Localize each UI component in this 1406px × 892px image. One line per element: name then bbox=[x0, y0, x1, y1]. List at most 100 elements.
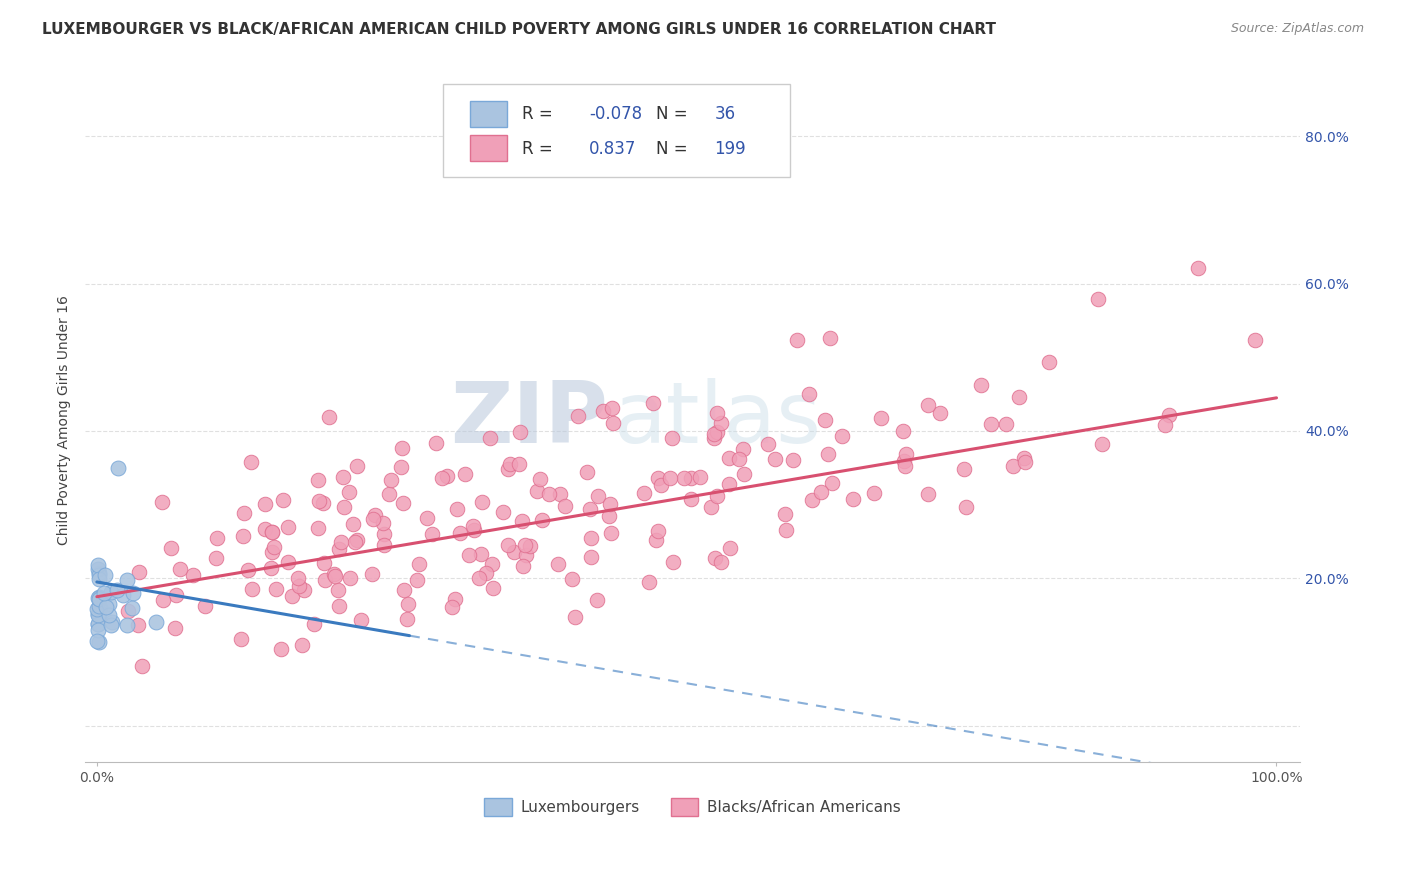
Point bbox=[373, 538, 395, 552]
Point bbox=[599, 497, 621, 511]
Point bbox=[232, 528, 254, 542]
Point bbox=[107, 460, 129, 475]
Point bbox=[87, 607, 110, 622]
Point bbox=[710, 555, 733, 569]
Point bbox=[145, 615, 167, 630]
Point bbox=[718, 451, 741, 466]
Point bbox=[396, 612, 419, 626]
Point bbox=[86, 591, 108, 605]
Point bbox=[322, 567, 344, 582]
Point bbox=[420, 526, 443, 541]
Point bbox=[446, 502, 468, 516]
Point bbox=[86, 602, 108, 616]
Text: Source: ZipAtlas.com: Source: ZipAtlas.com bbox=[1230, 22, 1364, 36]
Point bbox=[454, 467, 477, 482]
Point bbox=[169, 562, 191, 576]
Point bbox=[482, 581, 505, 595]
Point bbox=[371, 516, 394, 531]
Point bbox=[658, 471, 681, 485]
FancyBboxPatch shape bbox=[470, 101, 506, 127]
Point bbox=[463, 523, 485, 537]
Point bbox=[564, 610, 586, 624]
Point bbox=[775, 524, 797, 538]
Point bbox=[894, 459, 917, 474]
Point bbox=[89, 590, 111, 604]
Point bbox=[471, 495, 494, 509]
Point bbox=[478, 432, 501, 446]
Point bbox=[328, 542, 350, 557]
Point bbox=[98, 608, 121, 623]
Point bbox=[152, 593, 174, 607]
Point bbox=[207, 531, 229, 545]
Point bbox=[1091, 437, 1114, 451]
Point bbox=[87, 591, 110, 606]
Point bbox=[561, 573, 583, 587]
Point bbox=[786, 334, 808, 348]
Point bbox=[1244, 334, 1267, 348]
Point bbox=[394, 582, 416, 597]
Point bbox=[87, 608, 110, 623]
Text: N =: N = bbox=[657, 140, 688, 159]
Point bbox=[818, 331, 841, 345]
Point bbox=[801, 493, 824, 508]
Point bbox=[893, 425, 915, 439]
Point bbox=[929, 406, 952, 420]
Point bbox=[498, 538, 520, 552]
Point bbox=[893, 454, 915, 468]
Point bbox=[277, 520, 299, 534]
Point bbox=[253, 522, 276, 536]
Point bbox=[131, 659, 153, 673]
Point bbox=[333, 500, 356, 514]
Point bbox=[598, 509, 620, 524]
Point bbox=[498, 462, 520, 476]
Point bbox=[86, 634, 108, 648]
Point bbox=[470, 547, 492, 561]
Point bbox=[638, 575, 661, 590]
Point bbox=[463, 518, 485, 533]
Point bbox=[955, 500, 977, 514]
Point bbox=[647, 524, 669, 539]
Point bbox=[706, 406, 728, 420]
Point bbox=[782, 453, 804, 467]
Point bbox=[314, 573, 336, 587]
Point bbox=[579, 549, 602, 564]
Point bbox=[689, 470, 711, 484]
Point bbox=[681, 471, 703, 485]
Point bbox=[531, 513, 554, 527]
Text: -0.078: -0.078 bbox=[589, 104, 643, 123]
Point bbox=[718, 541, 741, 556]
Point bbox=[650, 478, 672, 492]
Point bbox=[160, 541, 183, 555]
Point bbox=[661, 431, 683, 445]
Point bbox=[491, 505, 513, 519]
Point bbox=[292, 582, 315, 597]
Point bbox=[89, 566, 111, 580]
Text: 199: 199 bbox=[714, 140, 747, 159]
Point bbox=[600, 525, 623, 540]
Text: ZIP: ZIP bbox=[450, 378, 607, 461]
Point bbox=[360, 566, 382, 581]
FancyBboxPatch shape bbox=[443, 84, 790, 177]
Text: 0.837: 0.837 bbox=[589, 140, 637, 159]
Point bbox=[1012, 450, 1035, 465]
Point bbox=[430, 471, 453, 485]
Point bbox=[263, 541, 285, 555]
Point bbox=[87, 561, 110, 575]
Point bbox=[260, 545, 283, 559]
Point bbox=[703, 550, 725, 565]
Point bbox=[662, 555, 685, 569]
Point bbox=[260, 560, 283, 574]
Point bbox=[236, 564, 259, 578]
Point bbox=[508, 457, 530, 471]
Point bbox=[326, 582, 349, 597]
Point bbox=[93, 586, 115, 600]
Point bbox=[731, 442, 754, 456]
Text: N =: N = bbox=[657, 104, 688, 123]
Point bbox=[1154, 417, 1177, 432]
Point bbox=[229, 632, 252, 646]
Point bbox=[512, 558, 534, 573]
Point bbox=[1008, 390, 1031, 404]
Point bbox=[475, 566, 498, 580]
Point bbox=[1157, 408, 1180, 422]
Point bbox=[710, 416, 733, 430]
